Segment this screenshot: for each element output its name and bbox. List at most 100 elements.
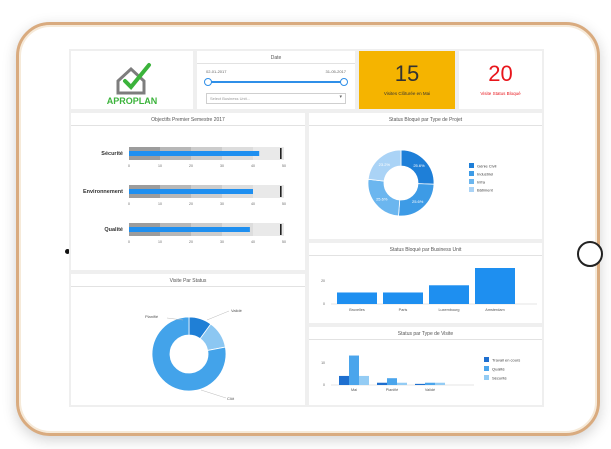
- status-type-label-0: 25.6%: [413, 163, 425, 168]
- brand-name: APROPLAN: [107, 96, 158, 106]
- visit-type-bar-2-1: [425, 382, 435, 385]
- visits-status-label-planifie: Planifié: [145, 314, 159, 319]
- business-unit-ytick-0: 20: [321, 279, 325, 283]
- status-type-legend-label-1: Industriel: [477, 172, 493, 177]
- objective-tick-0-5: 50: [282, 164, 286, 168]
- visits-status-leader-planifie: [166, 317, 184, 321]
- date-range-start-handle[interactable]: [204, 78, 212, 86]
- objective-label-2: Qualité: [104, 227, 123, 233]
- objective-tick-0-1: 10: [158, 164, 162, 168]
- business-unit-category-1: Paris: [399, 308, 408, 312]
- visit-type-legend-swatch-1: [484, 366, 489, 371]
- business-unit-category-3: Amsterdam: [485, 308, 504, 312]
- objective-tick-2-3: 30: [220, 240, 224, 244]
- objective-tick-1-1: 10: [158, 202, 162, 206]
- objective-tick-1-0: 0: [128, 202, 130, 206]
- objective-tick-0-3: 30: [220, 164, 224, 168]
- visit-type-legend-label-2: Sécurité: [492, 376, 507, 381]
- business-unit-category-0: Bruxelles: [349, 308, 365, 312]
- visit-type-bar-0-1: [349, 355, 359, 385]
- date-filter-title: Date: [270, 55, 282, 61]
- objective-tick-2-2: 20: [189, 240, 193, 244]
- kpi-visits-value: 15: [394, 61, 420, 86]
- status-type-chart: 25.6% Génie Civil 25.6% Industriel 25.6% Infr…: [367, 149, 496, 217]
- objective-tick-0-2: 20: [189, 164, 193, 168]
- visit-type-chart: 10 0 Mai Planifié Validé Travail en cours Qual…: [321, 355, 520, 392]
- objective-band-0-4: [253, 147, 284, 160]
- objective-bar-0: [129, 151, 260, 156]
- visit-type-category-2: Validé: [425, 388, 435, 392]
- date-range-end-handle[interactable]: [340, 78, 348, 86]
- status-type-legend-swatch-2: [469, 179, 474, 184]
- visit-type-bar-1-1: [387, 378, 397, 385]
- status-type-legend-label-3: Bâtiment: [477, 188, 494, 193]
- business-unit-bar-0: [337, 292, 377, 304]
- status-type-label-2: 25.6%: [376, 196, 388, 201]
- business-unit-placeholder: Select Business Unit...: [210, 96, 251, 101]
- visits-status-label-valide: Validé: [231, 308, 243, 313]
- business-unit-title: Status Bloqué par Business Unit: [389, 247, 462, 253]
- kpi-risk-caption: Visite Status Bloqué: [480, 91, 521, 96]
- visit-type-bar-2-0: [415, 383, 425, 385]
- kpi-risk-panel: 20 Visite Status Bloqué: [459, 51, 542, 109]
- visit-type-legend-label-0: Travail en cours: [492, 358, 520, 363]
- visit-type-bar-0-2: [359, 375, 369, 385]
- visits-status-label-clot: Clôt: [227, 396, 235, 401]
- kpi-visits-panel: 15 Visites Clôturée en Mai: [359, 51, 455, 109]
- objective-tick-1-3: 30: [220, 202, 224, 206]
- status-type-label-1: 25.6%: [412, 199, 424, 204]
- objective-band-1-4: [253, 185, 284, 198]
- visits-status-leader-clot: [200, 389, 227, 399]
- business-unit-select[interactable]: Select Business Unit... ▾: [206, 93, 346, 104]
- business-unit-category-2: Luxembourg: [438, 308, 459, 312]
- status-type-legend-swatch-0: [469, 163, 474, 168]
- objective-bar-2: [129, 227, 250, 232]
- visit-type-legend-swatch-2: [484, 375, 489, 380]
- kpi-visits-bg: [359, 51, 455, 109]
- visits-status-leader-valide: [206, 310, 230, 321]
- objective-tick-1-4: 40: [251, 202, 255, 206]
- house-icon: [116, 66, 146, 95]
- objective-tick-2-1: 10: [158, 240, 162, 244]
- visit-type-bar-2-2: [435, 382, 445, 385]
- objective-band-2-4: [253, 223, 284, 236]
- visit-type-bar-1-0: [377, 382, 387, 385]
- kpi-visits-caption: Visites Clôturée en Mai: [383, 91, 431, 96]
- business-unit-bar-3: [475, 268, 515, 304]
- visit-type-bar-0-0: [339, 375, 349, 385]
- visit-type-legend-label-1: Qualité: [492, 367, 505, 372]
- business-unit-panel: Status Bloqué par Business Unit 20 0 Bruxe…: [309, 243, 542, 323]
- business-unit-bar-2: [429, 285, 469, 304]
- objective-tick-0-0: 0: [128, 164, 130, 168]
- camera-dot: [65, 249, 70, 254]
- visits-status-title: Visite Par Status: [169, 278, 207, 284]
- objectives-panel: Objectifs Premier Semestre 2017 Sécurité…: [71, 113, 305, 270]
- chevron-down-icon: ▾: [339, 94, 342, 100]
- status-type-panel: Status Bloqué par Type de Projet 25.6% Gé…: [309, 113, 542, 239]
- objectives-title: Objectifs Premier Semestre 2017: [151, 117, 225, 123]
- home-button[interactable]: [577, 241, 603, 267]
- objective-tick-2-4: 40: [251, 240, 255, 244]
- dashboard-screen: APROPLAN Date 02-01-2017 31-05-2017 Sele…: [69, 49, 544, 407]
- status-type-legend-swatch-3: [469, 187, 474, 192]
- objective-tick-2-5: 50: [282, 240, 286, 244]
- objective-target-0: [280, 148, 282, 159]
- objective-tick-2-0: 0: [128, 240, 130, 244]
- visit-type-title: Status par Type de Visite: [397, 331, 454, 337]
- visit-type-panel: Status par Type de Visite 10 0 Mai Planifié…: [309, 327, 542, 405]
- status-type-title: Status Bloqué par Type de Projet: [388, 117, 463, 123]
- date-range-track[interactable]: [206, 81, 346, 83]
- check-icon: [123, 63, 151, 90]
- date-end: 31-05-2017: [325, 69, 346, 74]
- visits-status-slice-2: [151, 316, 227, 392]
- visit-type-ytick-0: 10: [321, 361, 325, 365]
- objective-tick-1-5: 50: [282, 202, 286, 206]
- kpi-risk-value: 20: [488, 61, 513, 86]
- aproplan-logo: APROPLAN: [107, 63, 158, 106]
- status-type-legend-swatch-1: [469, 171, 474, 176]
- business-unit-chart: 20 0 Bruxelles Paris Luxembourg Amsterdam: [321, 268, 537, 312]
- visits-status-panel: Visite Par Status Planifié Validé Clôt: [71, 274, 305, 405]
- status-type-slice-3: [367, 149, 402, 182]
- visit-type-category-0: Mai: [351, 388, 357, 392]
- objective-tick-0-4: 40: [251, 164, 255, 168]
